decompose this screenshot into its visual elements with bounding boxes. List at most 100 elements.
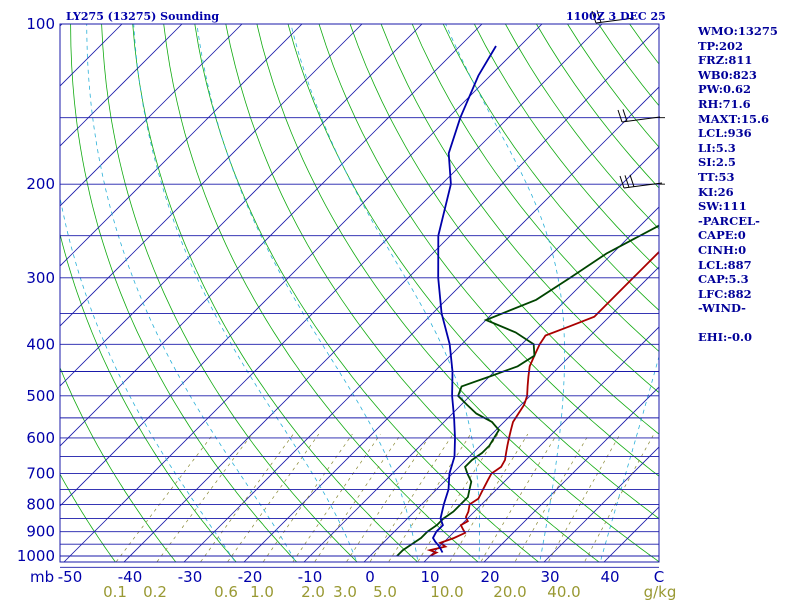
isotherm-line [183,86,659,562]
dry-adiabat-line [318,24,659,477]
temperature-tick-label: 40 [600,568,619,586]
index-line: TT:53 [698,169,735,184]
temperature-tick-label: 20 [480,568,499,586]
isotherm-line [60,24,483,447]
isotherm-line [543,446,659,562]
index-line [698,316,798,331]
index-line: WMO:13275 [698,24,778,38]
mixing-ratio-line [227,433,320,562]
dry-adiabat-line [163,24,479,562]
moist-adiabat-line [290,24,480,562]
mixing-ratio-line [314,433,402,562]
index-line: RH:71.6 [698,96,751,111]
mixing-ratio-line [262,433,353,562]
mixing-ratio-tick-label: 3.0 [333,583,357,600]
sounding-trace [431,45,497,553]
isotherm-line [60,24,303,267]
mixing-ratio-line [514,433,590,562]
mixing-ratio-tick-label: 10.0 [430,583,463,600]
dry-adiabat-line [60,473,116,562]
mixing-ratio-line [584,433,655,562]
wind-barb-staff [623,182,663,189]
mixing-ratio-tick-label: 0.2 [143,583,167,600]
pressure-tick-label: 300 [26,269,55,287]
temperature-tick-label: -40 [118,568,143,586]
moist-adiabat-line [86,24,297,562]
plot-area [59,10,665,568]
mixing-ratio-unit-label: g/kg [644,583,677,600]
pressure-unit-label: mb [30,568,54,586]
mixing-ratio-tick-label: 2.0 [301,583,325,600]
index-line: KI:26 [698,184,734,199]
pressure-tick-label: 100 [26,15,55,33]
index-line: CAP:5.3 [698,272,749,287]
temperature-tick-label: -30 [178,568,203,586]
moist-adiabat-line [60,195,236,562]
wind-barb-flag [591,10,597,24]
isotherm-line [63,24,603,562]
pressure-tick-label: 900 [26,523,55,541]
dry-adiabat-line [442,24,659,311]
mixing-ratio-tick-label: 5.0 [373,583,397,600]
index-line: TP:202 [698,38,744,53]
dry-adiabat-line [256,24,659,562]
index-line: WB0:823 [698,67,757,82]
mixing-ratio-line [200,433,294,562]
dry-adiabat-line [380,24,659,394]
wind-barb-150 [617,109,661,123]
index-line: LCL:887 [698,257,752,272]
dry-adiabat-line [225,24,600,562]
dry-adiabat-line [60,232,237,562]
temperature-tick-label: 30 [540,568,559,586]
index-line: -PARCEL- [698,213,760,228]
isotherm-line [60,24,183,147]
dry-adiabat-line [194,24,540,562]
wind-barb-flag [619,175,625,189]
index-line: FRZ:811 [698,53,753,68]
dry-adiabat-line [101,24,358,562]
moist-adiabat-line [196,24,419,562]
pressure-tick-label: 1000 [17,547,55,565]
index-line: LCL:936 [698,126,752,141]
moist-adiabat-line [599,355,659,562]
isotherm-line [423,326,659,562]
isotherm-line [60,24,243,207]
dry-adiabat-line [411,24,659,352]
pressure-tick-label: 800 [26,495,55,513]
mixing-ratio-line [449,433,529,562]
chart-title: LY275 (13275) Sounding [66,10,219,23]
dry-adiabat-line [132,24,419,562]
wind-barb-flag [624,175,630,188]
index-line: LI:5.3 [698,140,736,155]
index-line: MAXT:15.6 [698,111,769,126]
dry-adiabat-line [60,366,177,562]
index-line: CINH:0 [698,242,747,257]
mixing-ratio-tick-label: 1.0 [250,583,274,600]
temperature-tick-label: 0 [365,568,375,586]
mixing-ratio-tick-label: 20.0 [493,583,526,600]
wind-barb-flag [596,10,602,23]
isotherm-line [60,24,543,507]
wind-barb-staff [621,116,661,123]
dry-adiabat-line [287,24,659,520]
wind-barb-flag [617,109,623,123]
index-line: CAPE:0 [698,228,746,243]
pressure-tick-label: 400 [26,335,55,353]
isotherm-line [60,24,423,387]
isotherm-line [60,24,363,327]
index-line: PW:0.62 [698,82,752,97]
wind-barb-200 [619,174,663,189]
dry-adiabat-line [70,24,298,562]
temperature-tick-label: 10 [420,568,439,586]
clipped-lines [60,24,659,562]
moist-adiabat-line [133,24,358,562]
isotherm-line [60,24,63,27]
isotherm-line [483,386,659,562]
isotherm-line [363,266,659,562]
sounding-indices-panel: WMO:13275 TP:202 FRZ:811 WB0:823 PW:0.62 RH:7… [698,24,798,345]
labels-layer: LY275 (13275) Sounding 1100Z 3 DEC 251002… [17,10,677,600]
mixing-ratio-tick-label: 0.6 [214,583,238,600]
dry-adiabat-line [473,24,659,271]
mixing-ratio-tick-label: 0.1 [103,583,127,600]
